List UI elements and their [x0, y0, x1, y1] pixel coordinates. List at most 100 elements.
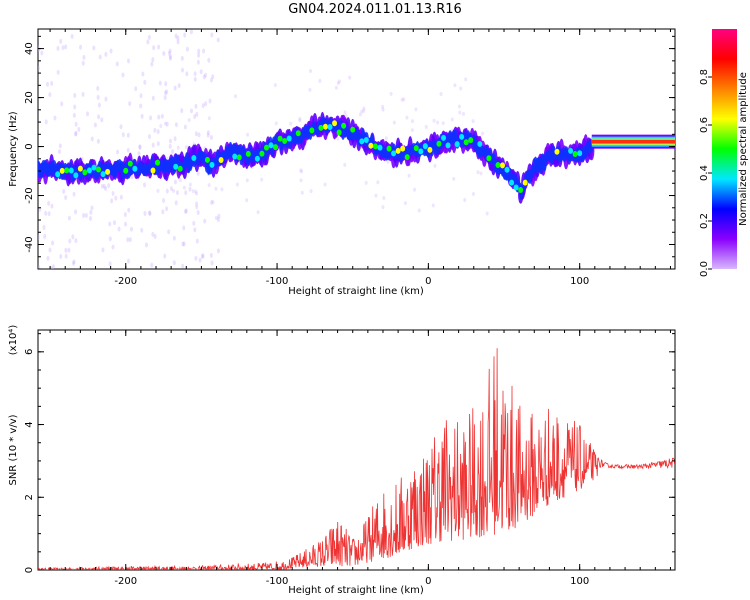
snr-multiplier-label: (x10⁴): [8, 325, 19, 356]
colorbar: 0.0 0.2 0.4 0.6 0.8 Normalized spectral ampl…: [699, 29, 749, 277]
spectrogram-cell: [91, 164, 97, 171]
spectrogram-noise-mark: [336, 136, 340, 141]
spectrogram-noise-mark: [189, 29, 193, 35]
spectrogram-noise-mark: [121, 72, 125, 78]
spectrogram-noise-mark: [38, 265, 41, 269]
spectrogram-cell: [454, 141, 460, 148]
spectrogram-noise-mark: [129, 226, 133, 232]
spectrogram-noise-mark: [476, 170, 480, 175]
spectrogram-cell: [286, 135, 292, 142]
spectrogram-noise-mark: [172, 235, 176, 241]
spectrogram-noise-mark: [479, 171, 483, 176]
spectrogram-noise-mark: [198, 257, 202, 263]
spectrogram-noise-mark: [156, 188, 160, 193]
spectrogram-noise-mark: [165, 206, 169, 212]
spectrogram-noise-mark: [160, 113, 164, 119]
spectrogram-noise-mark: [149, 115, 153, 121]
spectrogram-cell: [368, 142, 374, 149]
spectrogram-noise-mark: [157, 114, 161, 120]
spectrogram-cell: [418, 148, 424, 155]
snr-series-line: [38, 348, 675, 570]
spectrogram-noise-mark: [157, 44, 161, 50]
spectrogram-cell: [232, 153, 238, 160]
spectrogram-noise-mark: [64, 195, 68, 201]
spectrogram-cell: [150, 167, 156, 174]
spectrogram-noise-mark: [364, 180, 368, 185]
spectrogram-cell: [400, 145, 406, 152]
spectrogram-noise-mark: [334, 85, 338, 90]
spectrogram-noise-mark: [44, 210, 48, 216]
x-tick-label: 0: [425, 576, 431, 587]
spectrogram-noise-mark: [362, 106, 366, 111]
spectrogram-noise-mark: [150, 262, 154, 268]
spectrogram-cell: [572, 150, 578, 157]
spectrogram-noise-mark: [51, 264, 55, 269]
snr-panel: -200 -100 0 100 0 2 4 6 Height of straight lin…: [8, 325, 676, 596]
spectrogram-noise-mark: [97, 114, 101, 120]
spectrogram-noise-mark: [68, 238, 72, 244]
spectrogram-noise-mark: [168, 54, 172, 60]
snr-y-label: SNR (10 * v/v): [8, 414, 19, 485]
spectrogram-noise-mark: [172, 260, 176, 266]
spectrogram-noise-mark: [323, 182, 327, 187]
x-tick-label: 0: [425, 276, 431, 287]
spectrogram-noise-mark: [151, 57, 155, 63]
spectrogram-noise-mark: [77, 127, 81, 133]
spectrogram-noise-mark: [203, 72, 207, 78]
spectrogram-noise-mark: [405, 115, 409, 120]
spectrogram-noise-mark: [176, 145, 180, 150]
spectrogram-x-ticks: -200 -100 0 100: [49, 29, 671, 287]
spectrogram-noise-mark: [74, 131, 78, 137]
spectrogram-noise-mark: [107, 183, 111, 189]
spectrogram-cell: [509, 179, 515, 186]
spectrogram-noise-mark: [318, 78, 322, 83]
spectrogram-noise-mark: [184, 145, 188, 150]
spectrogram-cell: [191, 155, 197, 162]
spectrogram-cell: [341, 122, 347, 129]
spectrogram-noise-mark: [46, 81, 50, 87]
spectrogram-noise-mark: [159, 123, 163, 128]
spectrogram-cell: [100, 171, 106, 178]
spectrogram-cell: [254, 155, 260, 162]
spectrogram-noise-mark: [126, 132, 130, 138]
spectrogram-noise-mark: [38, 65, 40, 71]
spectrogram-noise-mark: [433, 163, 437, 168]
spectrogram-cell: [568, 147, 574, 154]
spectrogram-noise-mark: [64, 247, 68, 253]
spectrogram-cell: [395, 147, 401, 154]
spectrogram-noise-mark: [436, 120, 440, 125]
spectrogram-noise-mark: [245, 178, 249, 183]
spectrogram-noise-mark: [56, 45, 60, 51]
spectrogram-cell: [427, 146, 433, 153]
spectrogram-noise-mark: [158, 80, 162, 86]
spectrogram-cell: [236, 154, 242, 161]
spectrogram-noise-mark: [176, 35, 180, 41]
page-title: GN04.2024.011.01.13.R16: [288, 2, 462, 17]
spectrogram-noise-mark: [187, 118, 191, 123]
spectrogram-noise-mark: [90, 205, 94, 211]
spectrogram-noise-mark: [214, 186, 218, 191]
spectrogram-noise-mark: [50, 266, 54, 269]
spectrogram-cell: [436, 140, 442, 147]
spectrogram-cell: [282, 138, 288, 145]
x-tick-label: -200: [114, 276, 137, 287]
spectrogram-noise-mark: [110, 198, 114, 204]
spectrogram-noise-mark: [98, 54, 102, 60]
spectrogram-noise-mark: [108, 221, 112, 227]
spectrogram-noise-mark: [164, 81, 168, 87]
spectrogram-noise-mark: [169, 186, 173, 192]
spectrogram-noise-mark: [168, 143, 172, 149]
spectrogram-noise-mark: [193, 76, 197, 82]
spectrogram-noise-mark: [216, 248, 220, 254]
spectrogram-noise-mark: [62, 188, 66, 194]
spectrogram-noise-mark: [431, 203, 435, 208]
spectrogram-noise-mark: [124, 221, 128, 227]
spectrogram-noise-mark: [204, 101, 208, 107]
spectrogram-noise-mark: [193, 114, 197, 120]
spectrogram-noise-mark: [194, 255, 198, 261]
spectrogram-noise-mark: [96, 138, 100, 144]
spectrogram-cell: [477, 140, 483, 147]
spectrogram-cell: [127, 160, 133, 167]
spectrogram-noise-mark: [410, 128, 414, 133]
